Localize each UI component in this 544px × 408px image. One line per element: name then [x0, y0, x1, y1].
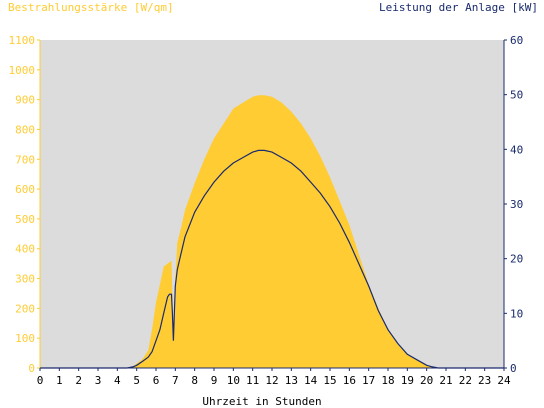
x-tick-label: 5	[133, 374, 140, 387]
x-tick-label: 12	[265, 374, 278, 387]
x-tick-label: 17	[362, 374, 375, 387]
x-tick-label: 20	[420, 374, 433, 387]
left-tick-label: 200	[15, 302, 35, 315]
left-tick-label: 1000	[9, 64, 36, 77]
ticks-layer: 0100200300400500600700800900100011000102…	[9, 34, 524, 387]
left-tick-label: 400	[15, 243, 35, 256]
x-tick-label: 10	[227, 374, 240, 387]
x-tick-label: 18	[381, 374, 394, 387]
x-tick-label: 11	[246, 374, 259, 387]
left-tick-label: 900	[15, 94, 35, 107]
left-tick-label: 800	[15, 123, 35, 136]
x-tick-label: 6	[153, 374, 160, 387]
left-tick-label: 100	[15, 332, 35, 345]
left-tick-label: 500	[15, 213, 35, 226]
x-tick-label: 21	[439, 374, 452, 387]
right-tick-label: 40	[510, 143, 523, 156]
right-tick-label: 20	[510, 253, 523, 266]
x-tick-label: 22	[459, 374, 472, 387]
x-tick-label: 0	[37, 374, 44, 387]
left-tick-label: 0	[28, 362, 35, 375]
right-tick-label: 10	[510, 307, 523, 320]
right-tick-label: 30	[510, 198, 523, 211]
x-axis-label: Uhrzeit in Stunden	[202, 395, 321, 408]
x-tick-label: 14	[304, 374, 318, 387]
x-tick-label: 19	[401, 374, 414, 387]
left-tick-label: 700	[15, 153, 35, 166]
power-line	[40, 149, 504, 369]
x-tick-label: 24	[497, 374, 511, 387]
x-tick-label: 13	[285, 374, 298, 387]
x-tick-label: 7	[172, 374, 179, 387]
x-tick-label: 15	[323, 374, 336, 387]
left-tick-label: 300	[15, 273, 35, 286]
left-axis-title: Bestrahlungsstärke [W/qm]	[8, 1, 174, 14]
right-tick-label: 50	[510, 89, 523, 102]
x-tick-label: 23	[478, 374, 491, 387]
x-tick-label: 4	[114, 374, 121, 387]
x-tick-label: 8	[191, 374, 198, 387]
x-tick-label: 9	[211, 374, 218, 387]
right-tick-label: 60	[510, 34, 523, 47]
irradiance-area	[40, 95, 504, 368]
x-tick-label: 16	[343, 374, 356, 387]
x-tick-label: 1	[56, 374, 63, 387]
left-tick-label: 1100	[9, 34, 36, 47]
right-axis-title: Leistung der Anlage [kW]	[379, 1, 538, 14]
series-layer	[40, 95, 504, 369]
x-tick-label: 3	[95, 374, 102, 387]
x-tick-label: 2	[75, 374, 82, 387]
left-tick-label: 600	[15, 183, 35, 196]
right-tick-label: 0	[510, 362, 517, 375]
